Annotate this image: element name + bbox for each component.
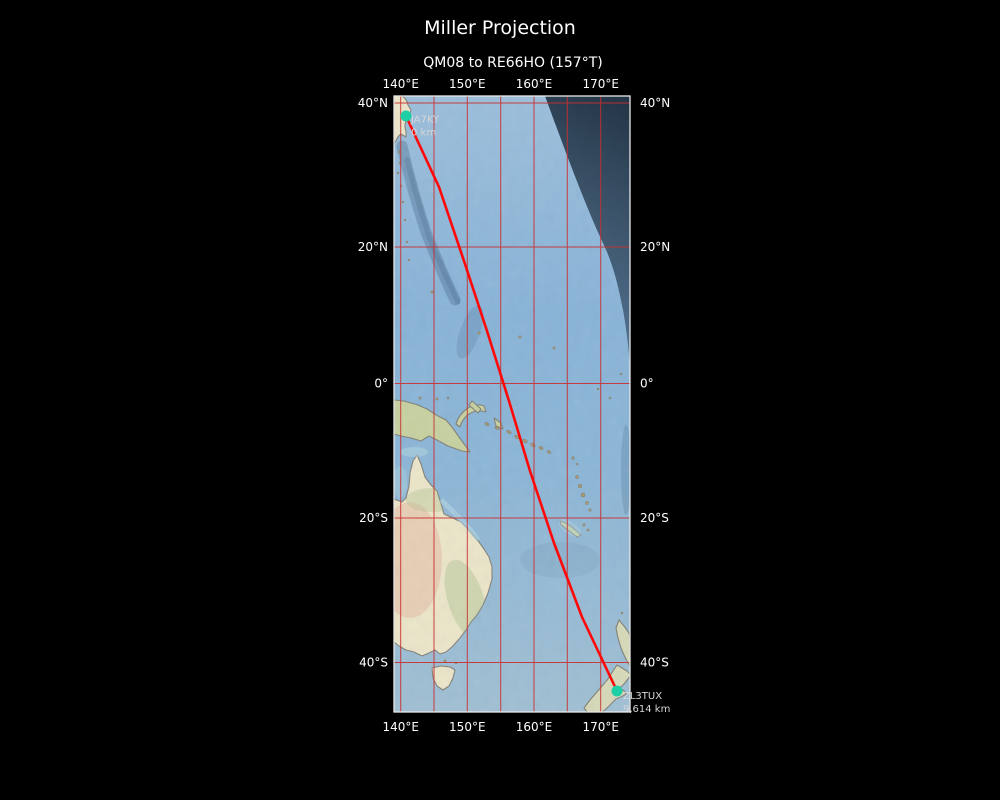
great-circle-route-line xyxy=(404,114,619,693)
lat-tick-label: 20°S xyxy=(640,511,669,525)
plot-border xyxy=(393,95,631,713)
graticule-gridlines xyxy=(394,96,630,712)
lat-tick-label: 0° xyxy=(374,377,388,391)
lat-tick-label: 20°S xyxy=(359,511,388,525)
lat-ticks-left: 40°N 20°N 0° 20°S 40°S xyxy=(358,96,388,670)
lon-tick-label: 160°E xyxy=(516,720,553,734)
map-plot-area xyxy=(394,96,630,712)
lon-tick-label: 160°E xyxy=(516,77,553,91)
lat-tick-label: 40°N xyxy=(358,96,388,110)
figure-title: Miller Projection xyxy=(424,17,576,39)
lon-ticks-top: 140°E 150°E 160°E 170°E xyxy=(382,77,619,91)
lon-tick-label: 170°E xyxy=(582,77,619,91)
lat-tick-label: 0° xyxy=(640,377,654,391)
start-distance-label: 0 km xyxy=(411,128,436,139)
lon-tick-label: 140°E xyxy=(382,77,419,91)
route-start-marker xyxy=(400,110,412,122)
lat-tick-label: 20°N xyxy=(358,240,388,254)
lon-tick-label: 170°E xyxy=(582,720,619,734)
lon-tick-label: 150°E xyxy=(449,77,486,91)
end-distance-label: 9,614 km xyxy=(623,704,670,715)
lat-tick-label: 40°S xyxy=(359,656,388,670)
start-callsign-label: JA7KY xyxy=(410,115,440,126)
night-terminator-overlay xyxy=(545,96,630,368)
lat-tick-label: 40°N xyxy=(640,96,670,110)
end-callsign-label: ZL3TUX xyxy=(623,691,662,702)
lat-ticks-right: 40°N 20°N 0° 20°S 40°S xyxy=(640,96,670,670)
lat-tick-label: 20°N xyxy=(640,240,670,254)
marker-labels: JA7KY 0 km ZL3TUX 9,614 km xyxy=(410,115,670,716)
plot-subtitle: QM08 to RE66HO (157°T) xyxy=(423,55,602,71)
lon-tick-label: 140°E xyxy=(382,720,419,734)
lon-tick-label: 150°E xyxy=(449,720,486,734)
lon-ticks-bottom: 140°E 150°E 160°E 170°E xyxy=(382,720,619,734)
lat-tick-label: 40°S xyxy=(640,656,669,670)
route-end-marker xyxy=(611,685,623,697)
